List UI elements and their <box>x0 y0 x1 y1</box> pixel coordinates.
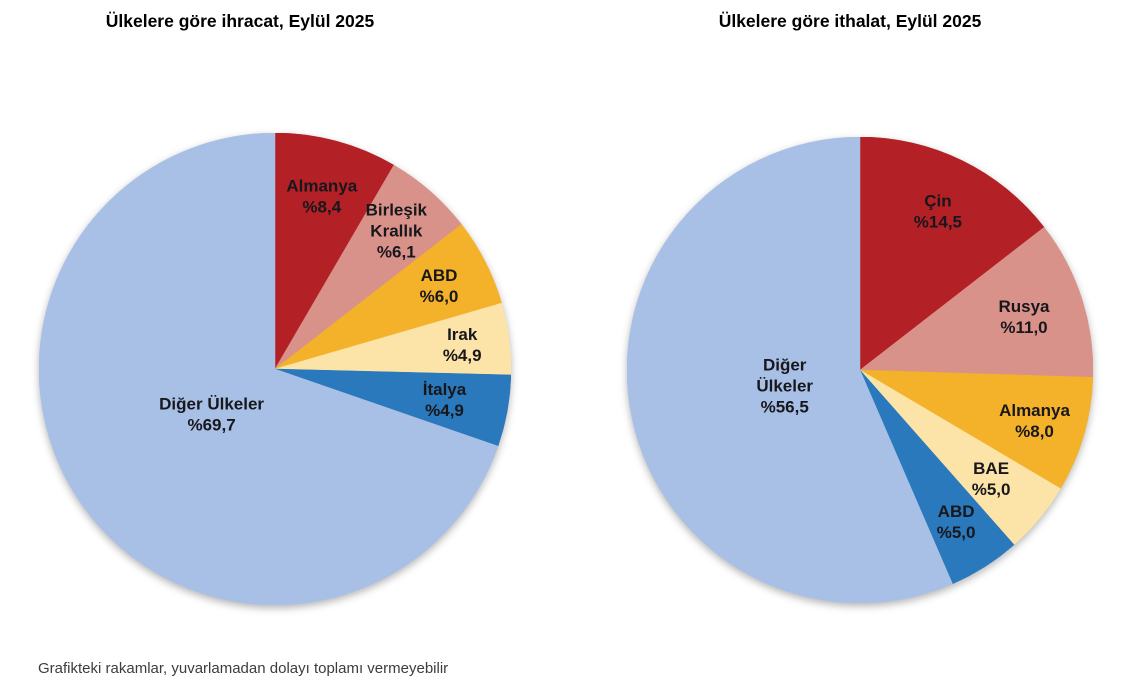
export-pie-chart-svg: Almanya %8,4 Birleşik Krallık %6,1 ABD %6,0 Ira… <box>39 133 511 605</box>
export-pie-chart: Almanya %8,4 Birleşik Krallık %6,1 ABD %6,0 Ira… <box>39 133 511 605</box>
pie-label-birlesik-krallik: Birleşik Krallık %6,1 <box>366 201 428 262</box>
pie-label-diger-ulkeler: Diğer Ülkeler %56,5 <box>756 356 813 417</box>
pie-label-cin: Çin %14,5 <box>914 192 962 232</box>
pie-label-almanya: Almanya %8,0 <box>999 401 1070 441</box>
pie-slice-diger-ulkeler <box>627 137 953 603</box>
pie-label-diger-ulkeler: Diğer Ülkeler %69,7 <box>159 395 264 435</box>
pie-label-abd: ABD %6,0 <box>420 266 459 306</box>
pie-slice-rusya <box>859 226 1093 378</box>
import-chart-title: Ülkelere göre ithalat, Eylül 2025 <box>718 11 982 31</box>
pie-slice-almanya <box>859 369 1093 489</box>
pie-slice-diger-ulkeler <box>39 133 499 605</box>
rounding-footnote: Grafikteki rakamlar, yuvarlamadan dolayı… <box>38 660 449 677</box>
pie-label-abd: ABD %5,0 <box>937 502 976 542</box>
pie-label-irak: Irak %4,9 <box>443 325 482 365</box>
pie-label-bae: BAE %5,0 <box>972 459 1011 499</box>
pie-label-italya: İtalya %4,9 <box>423 380 467 420</box>
pie-slice-almanya <box>274 133 395 370</box>
import-pie-chart-svg: Çin %14,5 Rusya %11,0 Almanya %8,0 BAE %5,0ABD%… <box>627 137 1093 603</box>
pie-label-rusya: Rusya %11,0 <box>998 297 1050 337</box>
import-pie-chart: Çin %14,5 Rusya %11,0 Almanya %8,0 BAE %5,0 ABD%… <box>627 137 1093 603</box>
pie-label-almanya: Almanya %8,4 <box>286 176 357 216</box>
pie-slice-cin <box>859 137 1045 371</box>
export-chart-title: Ülkelere göre ihracat, Eylül 2025 <box>105 11 375 31</box>
